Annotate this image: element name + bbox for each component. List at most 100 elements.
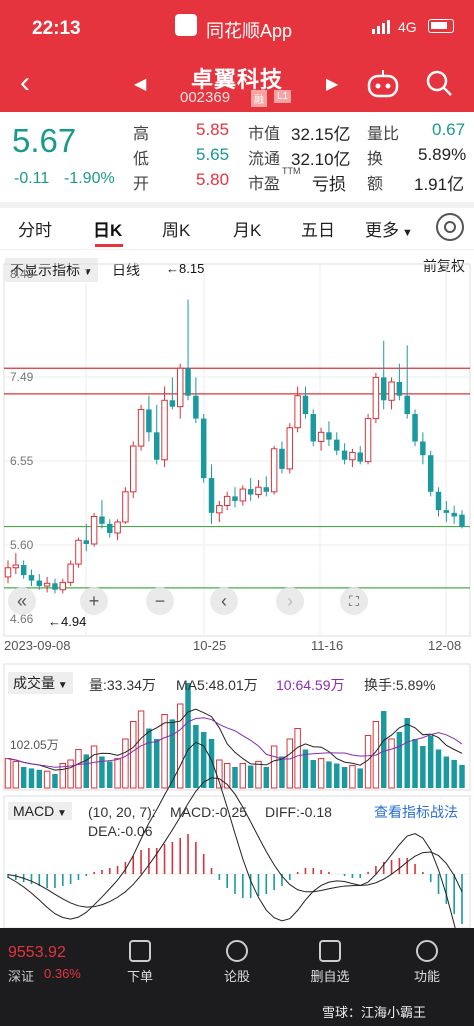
candle-body	[247, 489, 254, 495]
volume-bar	[12, 760, 20, 789]
volume-bar	[302, 749, 309, 788]
candle-body	[420, 441, 426, 456]
volume-ma10-line	[7, 717, 463, 768]
candle-body	[255, 486, 262, 496]
volume-bar	[404, 718, 410, 788]
x-tick: 10-25	[193, 638, 226, 653]
candle-body	[185, 368, 191, 396]
candle-body	[200, 418, 207, 479]
candle-body	[4, 567, 12, 578]
float-label: 流通	[248, 151, 281, 168]
candle-body	[193, 395, 199, 419]
volume-bar	[43, 770, 51, 789]
prev-stock-icon[interactable]: ◀	[134, 76, 147, 93]
period-tabs: 分时 日K 周K 月K 五日 更多 ▼	[0, 204, 474, 250]
remove-watchlist-label: 删自选	[310, 969, 350, 984]
adjust-toggle[interactable]: 前复权	[423, 258, 465, 274]
candle-body	[99, 516, 105, 524]
search-icon[interactable]	[424, 68, 454, 98]
fullscreen-icon[interactable]: ⛶	[340, 587, 368, 615]
macd-diff-line	[7, 741, 457, 930]
amount-label: 额	[367, 176, 384, 193]
candle-body	[294, 395, 301, 429]
last-price: 5.67	[12, 122, 77, 159]
indicator-select[interactable]: 不显示指标 ▼	[5, 258, 98, 282]
zoom-out-all-icon[interactable]: «	[8, 587, 36, 615]
remove-watchlist-button[interactable]: 删自选	[295, 940, 365, 985]
order-button[interactable]: 下单	[105, 940, 175, 985]
back-icon[interactable]: ‹	[20, 66, 30, 99]
candle-body	[263, 487, 270, 492]
period-label: 日线	[112, 262, 140, 278]
candle-body	[334, 439, 340, 451]
volume-indicator-select[interactable]: 成交量 ▼	[8, 672, 73, 694]
tab-more-label: 更多	[365, 221, 399, 240]
stock-code: 002369	[180, 89, 231, 106]
candle-body	[28, 575, 35, 581]
x-tick: 2023-09-08	[4, 638, 71, 653]
candle-body	[412, 414, 418, 442]
macd-indicator-select[interactable]: MACD ▼	[8, 802, 72, 820]
volume-bar	[4, 758, 12, 789]
robot-icon[interactable]	[366, 68, 400, 100]
candle-body	[270, 448, 278, 493]
volume-bar	[427, 735, 434, 788]
next-stock-icon[interactable]: ▶	[326, 76, 339, 93]
app-name: 同花顺App	[206, 21, 293, 41]
function-button[interactable]: 功能	[392, 940, 462, 985]
volume-bar	[99, 756, 105, 788]
candle-body	[122, 491, 129, 523]
scroll-right-icon[interactable]: ›	[276, 587, 304, 615]
volume-bar	[130, 721, 137, 789]
volume-bar	[435, 749, 442, 788]
y-tick: 7.49	[10, 370, 34, 384]
y-tick: 5.60	[10, 538, 34, 552]
index-name: 深证	[8, 969, 35, 984]
candle-body	[310, 414, 317, 442]
index-value[interactable]: 9553.92	[8, 944, 66, 961]
volume-bar	[310, 760, 317, 788]
settings-gear-icon[interactable]	[436, 213, 464, 241]
candle-body	[388, 381, 395, 401]
volume-bar	[341, 767, 348, 788]
volume-bar	[52, 774, 58, 788]
candle-body	[427, 455, 434, 492]
indicator-strategy-link[interactable]: 查看指标战法	[374, 804, 458, 820]
scroll-left-icon[interactable]: ‹	[210, 587, 238, 615]
high-value: 5.85	[196, 120, 230, 139]
candle-body	[239, 488, 247, 502]
volume-bar	[28, 768, 35, 788]
volume-bar	[185, 683, 191, 788]
volume-bar	[239, 763, 247, 789]
candle-body	[396, 381, 403, 396]
tab-more[interactable]: 更多 ▼	[365, 216, 413, 241]
candle-body	[232, 496, 238, 501]
tab-intraday[interactable]: 分时	[18, 221, 52, 240]
volume-bar	[36, 769, 43, 788]
tab-weekly-k[interactable]: 周K	[162, 221, 191, 240]
tab-daily-k[interactable]: 日K	[93, 221, 123, 240]
max-price-label: ←8.15	[166, 261, 204, 276]
candle-body	[75, 539, 82, 565]
candle-body	[161, 399, 168, 461]
kline-frame	[3, 263, 471, 637]
zoom-in-icon[interactable]: +	[80, 587, 108, 615]
zoom-out-icon[interactable]: −	[146, 587, 174, 615]
volume-bar	[193, 725, 199, 788]
price-lines	[4, 367, 470, 589]
tab-monthly-k[interactable]: 月K	[233, 221, 262, 240]
tab-five-day[interactable]: 五日	[301, 221, 335, 240]
volume-bar	[412, 739, 418, 788]
indicator-bar: 不显示指标 ▼ 日线 前复权	[0, 254, 474, 282]
volume-ma10: 10:64.59万	[276, 677, 345, 693]
candle-body	[130, 445, 137, 493]
macd-dea: DEA:-0.06	[88, 823, 153, 839]
candle-body	[20, 565, 27, 576]
min-price-label: ←4.94	[48, 614, 86, 629]
discuss-button[interactable]: 论股	[202, 940, 272, 985]
dropdown-icon: ▼	[82, 267, 93, 278]
candle-body	[12, 564, 20, 569]
y-tick: 4.66	[10, 612, 34, 626]
y-tick: 8.43	[10, 267, 34, 281]
chart-area[interactable]: 8.43 7.49 6.55 5.60 4.66 ←8.15 ←4.94 202…	[0, 250, 474, 930]
